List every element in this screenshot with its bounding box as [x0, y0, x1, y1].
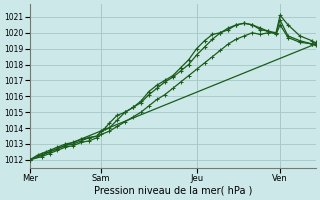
- X-axis label: Pression niveau de la mer( hPa ): Pression niveau de la mer( hPa ): [93, 186, 252, 196]
